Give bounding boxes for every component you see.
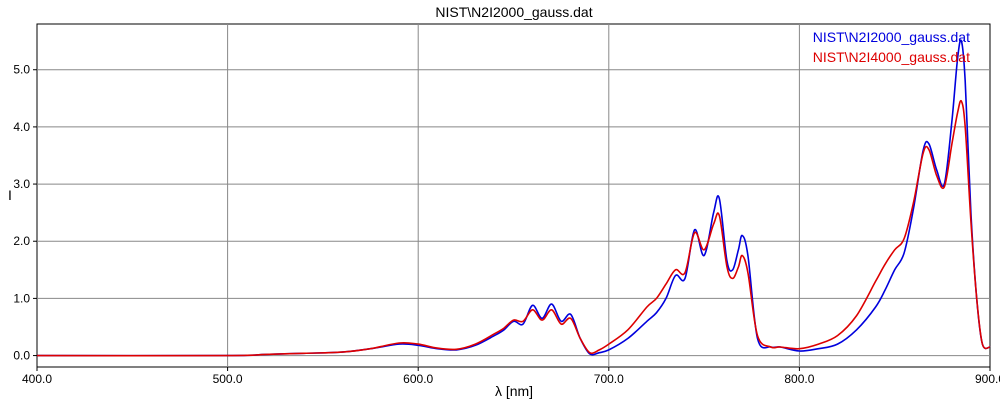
x-axis-label: λ [nm] bbox=[495, 383, 533, 399]
y-tick-label: 3.0 bbox=[13, 177, 30, 191]
x-tick-label: 800.0 bbox=[784, 372, 814, 386]
y-tick-label: 2.0 bbox=[13, 234, 30, 248]
legend-entry-1: NIST\N2I2000_gauss.dat bbox=[813, 29, 970, 45]
y-axis-label: I bbox=[8, 187, 12, 203]
legend-entry-2: NIST\N2I4000_gauss.dat bbox=[813, 49, 970, 65]
axis-ticks: 400.0 500.0 600.0 700.0 800.0 900.0 0.0 1.0 2.0 3… bbox=[13, 63, 1000, 386]
y-tick-label: 5.0 bbox=[13, 63, 30, 77]
y-tick-label: 0.0 bbox=[13, 349, 30, 363]
x-tick-label: 600.0 bbox=[403, 372, 433, 386]
x-tick-label: 400.0 bbox=[22, 372, 52, 386]
x-tick-label: 700.0 bbox=[594, 372, 624, 386]
series-lines bbox=[36, 39, 991, 357]
series-line-2 bbox=[36, 99, 991, 357]
x-tick-label: 900.0 bbox=[975, 372, 1000, 386]
y-tick-label: 1.0 bbox=[13, 291, 30, 305]
y-tick-label: 4.0 bbox=[13, 120, 30, 134]
plot-frame bbox=[36, 23, 991, 368]
legend: NIST\N2I2000_gauss.dat NIST\N2I4000_gauss… bbox=[813, 29, 970, 65]
chart-title: NIST\N2I2000_gauss.dat bbox=[435, 4, 592, 20]
x-tick-label: 500.0 bbox=[213, 372, 243, 386]
series-line-1 bbox=[36, 39, 991, 357]
